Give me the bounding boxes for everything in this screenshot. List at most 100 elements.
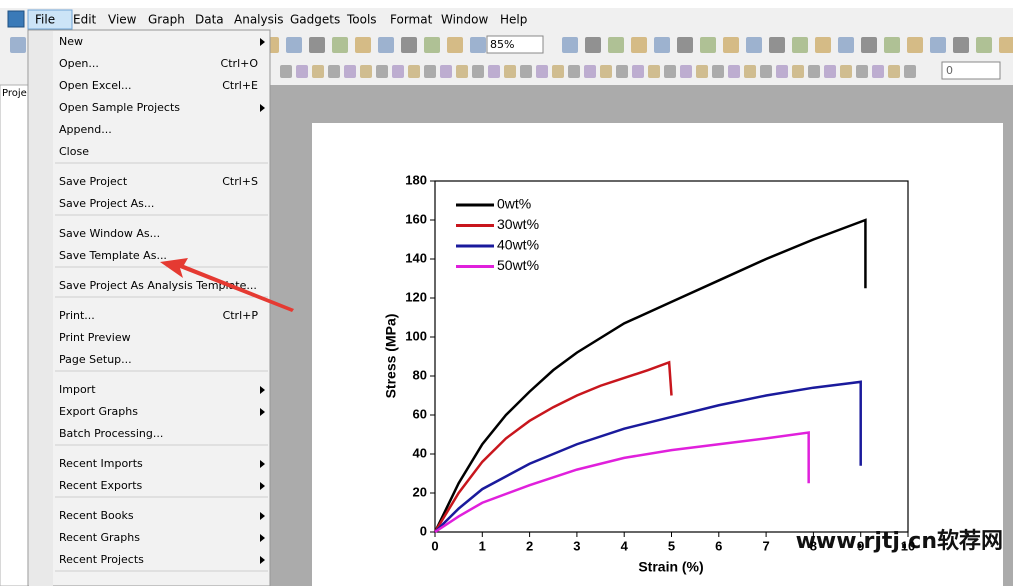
menubar-item[interactable]: Help [500,13,527,27]
menubar-item[interactable]: Format [390,13,433,27]
menu-item[interactable]: Recent Imports [59,457,143,470]
toolbar-button[interactable] [568,65,580,78]
toolbar-button[interactable] [824,65,836,78]
toolbar-button[interactable] [536,65,548,78]
toolbar-button[interactable] [648,65,660,78]
toolbar-button[interactable] [608,37,624,53]
toolbar-button[interactable] [286,37,302,53]
toolbar-button[interactable] [520,65,532,78]
menu-item[interactable]: Save Project As... [59,197,154,210]
toolbar-button[interactable] [309,37,325,53]
menubar-item[interactable]: Edit [73,13,97,27]
menu-item[interactable]: Save Project [59,175,128,188]
toolbar-button[interactable] [680,65,692,78]
toolbar-button[interactable] [792,37,808,53]
menu-item[interactable]: New [59,35,83,48]
toolbar-button[interactable] [632,65,644,78]
toolbar-button[interactable] [344,65,356,78]
toolbar-button[interactable] [424,65,436,78]
toolbar-button[interactable] [392,65,404,78]
toolbar-button[interactable] [815,37,831,53]
menu-item[interactable]: Close [59,145,89,158]
toolbar-button[interactable] [585,37,601,53]
toolbar-button[interactable] [696,65,708,78]
toolbar-button[interactable] [401,37,417,53]
toolbar-button[interactable] [616,65,628,78]
toolbar-button[interactable] [631,37,647,53]
toolbar-button[interactable] [296,65,308,78]
menu-item[interactable]: Open Excel... [59,79,132,92]
toolbar-button[interactable] [999,37,1013,53]
toolbar-button[interactable] [953,37,969,53]
toolbar-button[interactable] [840,65,852,78]
toolbar-button[interactable] [760,65,772,78]
toolbar-button[interactable] [728,65,740,78]
menu-item[interactable]: Open Sample Projects [59,101,180,114]
toolbar-button[interactable] [332,37,348,53]
menu-item[interactable]: Export Graphs [59,405,138,418]
toolbar-button[interactable] [584,65,596,78]
toolbar-button[interactable] [600,65,612,78]
toolbar-button[interactable] [488,65,500,78]
toolbar-button[interactable] [907,37,923,53]
toolbar-button[interactable] [838,37,854,53]
toolbar-button[interactable] [328,65,340,78]
toolbar-button[interactable] [456,65,468,78]
menubar-item[interactable]: File [35,13,55,27]
toolbar-button[interactable] [769,37,785,53]
toolbar-button[interactable] [504,65,516,78]
toolbar-button[interactable] [930,37,946,53]
menu-item[interactable]: Recent Graphs [59,531,140,544]
toolbar-button[interactable] [746,37,762,53]
toolbar-button[interactable] [664,65,676,78]
menubar-item[interactable]: Data [195,13,224,27]
menu-item[interactable]: Recent Projects [59,553,144,566]
toolbar-button[interactable] [378,37,394,53]
toolbar-button[interactable] [552,65,564,78]
menubar-item[interactable]: Window [441,13,489,27]
toolbar-button[interactable] [355,37,371,53]
menu-item[interactable]: Append... [59,123,112,136]
toolbar-button[interactable] [470,37,486,53]
toolbar-button[interactable] [723,37,739,53]
menubar-item[interactable]: Analysis [234,13,283,27]
menubar-item[interactable]: Graph [148,13,185,27]
toolbar-button[interactable] [447,37,463,53]
menu-item[interactable]: Recent Exports [59,479,143,492]
toolbar-button[interactable] [677,37,693,53]
menu-item[interactable]: Recent Books [59,509,134,522]
menu-item[interactable]: Page Setup... [59,353,132,366]
toolbar-button[interactable] [744,65,756,78]
toolbar-button[interactable] [976,37,992,53]
toolbar-button[interactable] [700,37,716,53]
menubar-item[interactable]: Gadgets [290,13,340,27]
toolbar-button[interactable] [654,37,670,53]
toolbar-button[interactable] [856,65,868,78]
toolbar-button[interactable] [776,65,788,78]
menu-item[interactable]: Save Template As... [59,249,167,262]
toolbar-button[interactable] [10,37,26,53]
menu-item[interactable]: Save Window As... [59,227,160,240]
zoom-combo[interactable] [486,35,544,54]
menu-item[interactable]: Print Preview [59,331,131,344]
toolbar-button[interactable] [712,65,724,78]
toolbar-button[interactable] [440,65,452,78]
toolbar-button[interactable] [408,65,420,78]
menubar-active[interactable] [27,9,73,30]
menu-item[interactable]: Batch Processing... [59,427,163,440]
app-icon[interactable] [7,10,25,28]
toolbar-button[interactable] [808,65,820,78]
toolbar-button[interactable] [376,65,388,78]
menu-item[interactable]: Import [59,383,96,396]
menu-item[interactable]: Open... [59,57,99,70]
toolbar-button[interactable] [360,65,372,78]
line-width-combo[interactable] [941,61,1001,80]
toolbar-button[interactable] [792,65,804,78]
menu-item[interactable]: Print... [59,309,95,322]
toolbar-button[interactable] [280,65,292,78]
menubar-item[interactable]: View [108,13,137,27]
toolbar-button[interactable] [424,37,440,53]
toolbar-button[interactable] [861,37,877,53]
toolbar-button[interactable] [472,65,484,78]
toolbar-button[interactable] [872,65,884,78]
